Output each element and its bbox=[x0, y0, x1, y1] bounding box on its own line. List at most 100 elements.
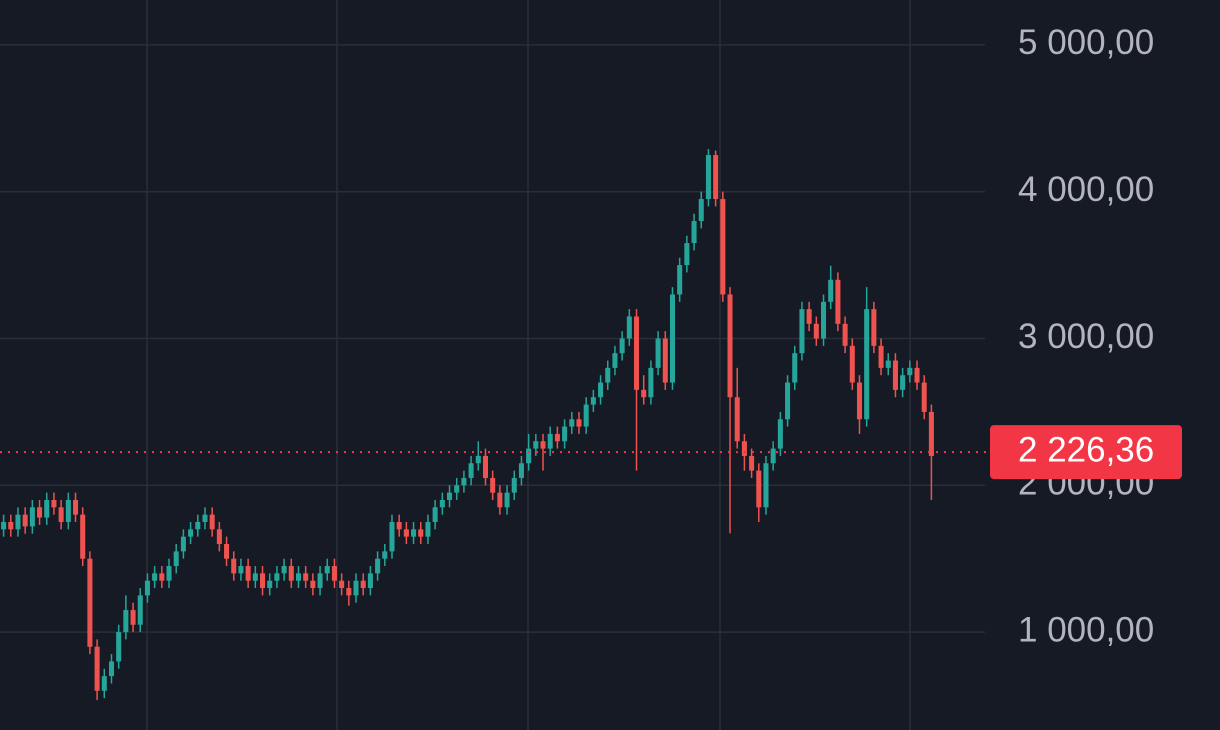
candle-body bbox=[360, 580, 366, 589]
candle-body bbox=[885, 360, 891, 368]
candle-body bbox=[828, 279, 834, 302]
candle-body bbox=[914, 367, 920, 383]
candle-body bbox=[511, 477, 517, 493]
candle-body bbox=[799, 309, 805, 354]
candle-body bbox=[144, 580, 150, 596]
candle-body bbox=[411, 529, 417, 537]
candle-body bbox=[281, 566, 287, 574]
candle-body bbox=[691, 221, 697, 244]
candle-body bbox=[576, 419, 582, 427]
candle-body bbox=[80, 514, 86, 559]
candle-body bbox=[317, 573, 323, 589]
candle-body bbox=[108, 661, 114, 677]
candle-body bbox=[188, 529, 194, 537]
candle-body bbox=[65, 499, 71, 522]
candle-body bbox=[648, 367, 654, 398]
candle-body bbox=[367, 573, 373, 589]
candle-body bbox=[447, 492, 453, 500]
candle-body bbox=[274, 573, 280, 581]
candle-body bbox=[634, 316, 640, 390]
candle-body bbox=[202, 514, 208, 522]
candle-body bbox=[439, 499, 445, 508]
candle-body bbox=[749, 455, 755, 471]
candle-body bbox=[130, 610, 136, 625]
candle-body bbox=[22, 514, 28, 527]
candle-body bbox=[785, 382, 791, 420]
candle-body bbox=[94, 646, 100, 691]
candle-body bbox=[180, 536, 186, 552]
candle-body bbox=[216, 529, 222, 545]
candle-body bbox=[482, 455, 488, 478]
candle-body bbox=[547, 433, 553, 449]
vertical-grid bbox=[146, 0, 911, 730]
candle-body bbox=[245, 566, 251, 581]
candle-body bbox=[267, 580, 273, 589]
candle-body bbox=[159, 573, 165, 581]
candle-body bbox=[554, 433, 560, 442]
candle-body bbox=[598, 382, 604, 398]
candle-body bbox=[260, 573, 266, 589]
y-tick-label: 4 000,00 bbox=[1018, 170, 1154, 209]
candle-body bbox=[137, 595, 143, 625]
candle-body bbox=[619, 338, 625, 354]
candle-body bbox=[562, 426, 568, 442]
candle-body bbox=[835, 279, 841, 324]
candle-body bbox=[87, 558, 93, 647]
candle-body bbox=[295, 573, 301, 581]
candle-body bbox=[454, 485, 460, 493]
y-tick-label: 5 000,00 bbox=[1018, 23, 1154, 62]
candle-body bbox=[252, 573, 258, 581]
candle-body bbox=[497, 492, 503, 508]
candle-body bbox=[569, 419, 575, 427]
candle-body bbox=[339, 580, 345, 589]
candle-body bbox=[396, 521, 402, 530]
candle-body bbox=[15, 514, 21, 530]
candle-body bbox=[821, 301, 827, 339]
y-tick-label: 3 000,00 bbox=[1018, 317, 1154, 356]
candle-body bbox=[346, 588, 352, 596]
candle-body bbox=[468, 463, 474, 478]
candle-body bbox=[331, 566, 337, 581]
candle-body bbox=[770, 448, 776, 464]
candle-body bbox=[849, 345, 855, 383]
candle-body bbox=[526, 448, 532, 464]
candle-body bbox=[641, 389, 647, 398]
candle-body bbox=[734, 397, 740, 442]
candle-body bbox=[425, 521, 431, 537]
candle-body bbox=[727, 294, 733, 398]
candle-body bbox=[900, 375, 906, 390]
candle-body bbox=[612, 353, 618, 368]
candle-body bbox=[303, 573, 309, 581]
candle-body bbox=[403, 529, 409, 537]
candle-body bbox=[741, 441, 747, 456]
y-tick-label: 1 000,00 bbox=[1018, 610, 1154, 649]
candle-body bbox=[806, 309, 812, 324]
candle-body bbox=[655, 338, 661, 368]
candle-body bbox=[518, 463, 524, 478]
candle-body bbox=[792, 353, 798, 383]
candle-body bbox=[432, 507, 438, 522]
candle-body bbox=[8, 521, 14, 530]
candle-body bbox=[173, 551, 179, 567]
last-price-box bbox=[990, 425, 1182, 480]
candle-body bbox=[1, 521, 7, 530]
candle-body bbox=[662, 338, 668, 383]
candle-body bbox=[224, 544, 230, 559]
candle-body bbox=[705, 155, 711, 200]
candle-body bbox=[288, 566, 294, 581]
candle-body bbox=[583, 404, 589, 427]
candle-body bbox=[864, 309, 870, 420]
candle-body bbox=[123, 610, 129, 633]
candle-body bbox=[928, 411, 934, 456]
candle-body bbox=[37, 507, 43, 518]
candle-body bbox=[58, 507, 64, 522]
candle-body bbox=[418, 529, 424, 537]
candle-body bbox=[375, 558, 381, 574]
candle-body bbox=[605, 367, 611, 383]
candle-body bbox=[73, 499, 79, 515]
candle-body bbox=[209, 514, 215, 530]
candle-body bbox=[590, 397, 596, 405]
